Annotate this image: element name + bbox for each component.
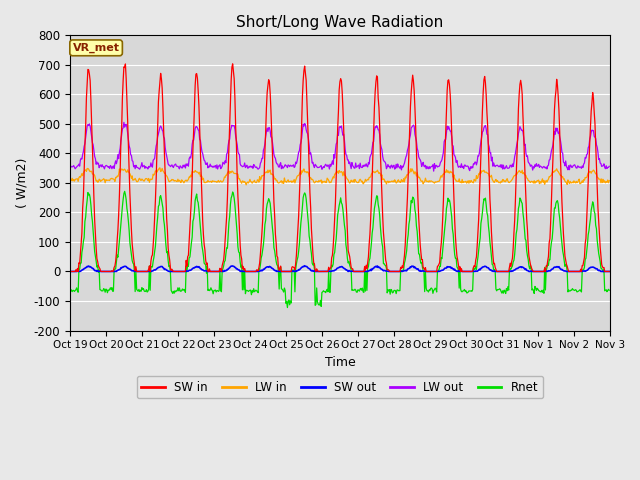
- LW in: [76, 174, 83, 180]
- Line: LW in: LW in: [70, 168, 609, 185]
- LW out: [605, 164, 613, 169]
- Rnet: [605, 288, 613, 293]
- LW in: [243, 182, 250, 188]
- SW out: [422, 268, 429, 274]
- SW in: [422, 265, 429, 271]
- Rnet: [76, 266, 83, 272]
- Text: VR_met: VR_met: [72, 43, 120, 53]
- LW out: [187, 155, 195, 161]
- SW in: [76, 261, 83, 266]
- SW in: [131, 268, 139, 274]
- SW in: [66, 269, 74, 275]
- LW in: [406, 166, 414, 172]
- LW in: [422, 178, 430, 184]
- Rnet: [66, 286, 74, 292]
- LW out: [215, 163, 223, 169]
- LW in: [66, 179, 74, 184]
- LW out: [120, 120, 128, 125]
- Rnet: [187, 247, 195, 253]
- LW in: [156, 165, 164, 171]
- X-axis label: Time: Time: [324, 356, 355, 369]
- LW out: [406, 135, 413, 141]
- LW in: [187, 172, 195, 178]
- SW out: [214, 269, 222, 275]
- Line: SW out: SW out: [70, 266, 609, 272]
- Rnet: [422, 285, 430, 291]
- Rnet: [121, 189, 129, 194]
- SW in: [605, 269, 613, 275]
- LW out: [132, 162, 140, 168]
- Rnet: [215, 288, 223, 294]
- SW out: [186, 267, 194, 273]
- Line: LW out: LW out: [70, 122, 609, 171]
- LW in: [215, 180, 223, 185]
- Rnet: [132, 269, 140, 275]
- Rnet: [284, 305, 291, 311]
- LW in: [131, 176, 139, 181]
- SW in: [406, 128, 413, 134]
- SW out: [131, 269, 139, 275]
- SW out: [605, 269, 613, 275]
- Line: Rnet: Rnet: [70, 192, 609, 308]
- LW in: [605, 178, 613, 183]
- SW in: [186, 227, 194, 232]
- SW out: [76, 268, 83, 274]
- Title: Short/Long Wave Radiation: Short/Long Wave Radiation: [236, 15, 444, 30]
- LW out: [66, 164, 74, 170]
- Line: SW in: SW in: [70, 64, 609, 272]
- Rnet: [406, 206, 414, 212]
- Y-axis label: ( W/m2): ( W/m2): [15, 158, 28, 208]
- Legend: SW in, LW in, SW out, LW out, Rnet: SW in, LW in, SW out, LW out, Rnet: [137, 376, 543, 398]
- SW out: [301, 263, 308, 269]
- SW in: [214, 269, 222, 275]
- LW out: [76, 163, 83, 169]
- SW in: [229, 61, 237, 67]
- SW out: [406, 265, 413, 271]
- SW out: [66, 269, 74, 275]
- LW out: [430, 168, 438, 174]
- LW out: [422, 162, 429, 168]
